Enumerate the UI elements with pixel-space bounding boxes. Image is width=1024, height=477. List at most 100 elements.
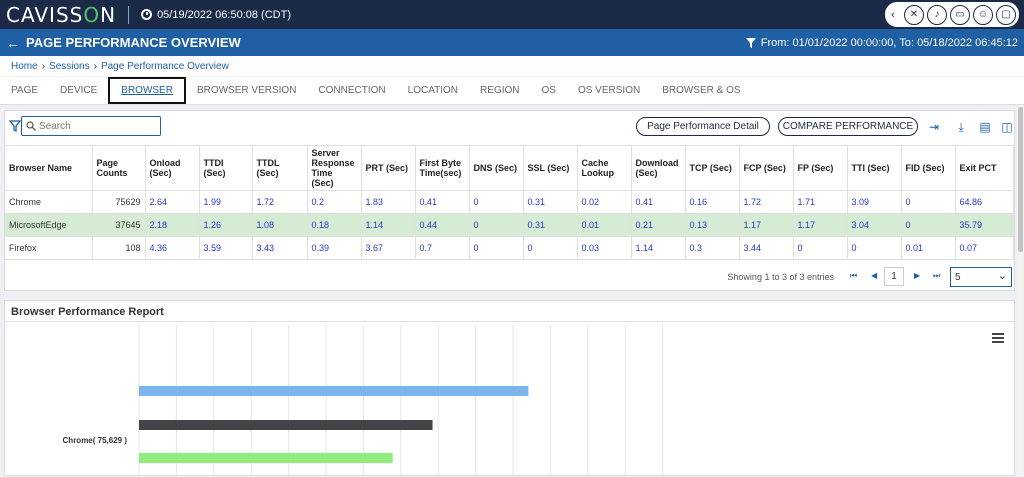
table-cell-link[interactable]: 0.39 [307,236,362,260]
compare-performance-button[interactable]: COMPARE PERFORMANCE [778,117,918,136]
scrollbar-thumb[interactable] [1018,107,1023,252]
table-cell-link[interactable]: 0.07 [955,236,1014,260]
table-cell-link[interactable]: 3.44 [739,236,794,260]
tab-device[interactable]: DEVICE [60,85,98,96]
column-header[interactable]: Server Response Time (Sec) [307,145,362,191]
tab-page[interactable]: PAGE [11,85,39,96]
bell-icon[interactable]: ♪ [927,4,947,25]
table-cell-link[interactable]: 1.72 [739,190,794,214]
table-cell-link[interactable]: 0 [847,236,902,260]
column-header[interactable]: DNS (Sec) [469,145,524,191]
table-cell-link[interactable]: 0.13 [685,213,740,237]
column-header[interactable]: PRT (Sec) [361,145,416,191]
column-header[interactable]: First Byte Time(sec) [415,145,470,191]
table-cell-link[interactable]: 1.14 [361,213,416,237]
next-page-icon[interactable]: ▶ [914,271,921,280]
table-cell-link[interactable]: 0 [469,236,524,260]
table-cell-link[interactable]: 0 [469,190,524,214]
chart-menu-icon[interactable] [992,333,1004,343]
current-page[interactable]: 1 [884,267,904,286]
table-cell-link[interactable]: 3.43 [252,236,308,260]
table-cell-link[interactable]: 0.01 [577,213,632,237]
breadcrumb-current[interactable]: Page Performance Overview [100,60,229,72]
table-cell-link[interactable]: 0.01 [901,236,956,260]
export-icon[interactable]: ⇥ [928,120,940,134]
columns-icon[interactable]: ◫ [1001,120,1013,134]
column-header[interactable]: Browser Name [5,145,93,191]
table-cell-link[interactable]: 3.59 [199,236,253,260]
search-input[interactable] [39,120,149,132]
table-cell-link[interactable]: 0 [469,213,524,237]
table-cell-link[interactable]: 0.31 [523,213,578,237]
table-cell-link[interactable]: 1.26 [199,213,253,237]
table-row-selected[interactable]: MicrosoftEdge 37645 2.18 1.26 1.08 0.18 … [5,213,1014,237]
breadcrumb-home[interactable]: Home [11,60,38,72]
bar-series-2[interactable] [139,420,433,430]
table-cell-link[interactable]: 0 [523,236,578,260]
table-cell-link[interactable]: 0.16 [685,190,740,214]
column-header[interactable]: Cache Lookup [577,145,632,191]
column-header[interactable]: SSL (Sec) [523,145,578,191]
table-cell-link[interactable]: 1.72 [252,190,308,214]
column-header[interactable]: FCP (Sec) [739,145,794,191]
table-cell-link[interactable]: 2.18 [145,213,200,237]
tab-os[interactable]: OS [541,85,556,96]
table-cell-link[interactable]: 1.71 [793,190,848,214]
table-cell-link[interactable]: 3.67 [361,236,416,260]
table-cell-link[interactable]: 0.2 [307,190,362,214]
scrollbar[interactable] [1017,105,1024,476]
table-cell-link[interactable]: 2.64 [145,190,200,214]
monitor-icon[interactable]: ▢ [996,4,1016,25]
prev-page-icon[interactable]: ◀ [871,271,878,280]
tab-region[interactable]: REGION [480,85,520,96]
table-cell-link[interactable]: 0.21 [631,213,686,237]
table-cell-link[interactable]: 0.44 [415,213,470,237]
table-cell-link[interactable]: 1.17 [739,213,794,237]
table-cell-link[interactable]: 4.36 [145,236,200,260]
table-cell-link[interactable]: 0.41 [415,190,470,214]
column-header[interactable]: TTDL (Sec) [252,145,308,191]
table-cell-link[interactable]: 0 [793,236,848,260]
column-header[interactable]: TCP (Sec) [685,145,740,191]
table-cell-link[interactable]: 0 [901,190,956,214]
table-cell-link[interactable]: 0 [901,213,956,237]
download-icon[interactable]: ⤓ [958,119,964,134]
table-cell-link[interactable]: 0.41 [631,190,686,214]
table-cell-link[interactable]: 0.7 [415,236,470,260]
back-arrow-icon[interactable]: ← [6,34,20,51]
table-cell-link[interactable]: 0.31 [523,190,578,214]
tools-icon[interactable]: ✕ [904,4,924,25]
table-cell-link[interactable]: 35.79 [955,213,1014,237]
table-cell-link[interactable]: 1.83 [361,190,416,214]
column-header[interactable]: FP (Sec) [793,145,848,191]
bar-series-1[interactable] [139,386,529,396]
table-row[interactable]: Firefox 108 4.36 3.59 3.43 0.39 3.67 0.7… [5,236,1014,260]
table-cell-link[interactable]: 3.09 [847,190,902,214]
bar-series-3[interactable] [139,453,393,463]
breadcrumb-sessions[interactable]: Sessions [49,60,90,72]
tab-connection[interactable]: CONNECTION [318,85,386,96]
column-header[interactable]: TTI (Sec) [847,145,902,191]
table-cell-link[interactable]: 1.14 [631,236,686,260]
table-cell-link[interactable]: 0.18 [307,213,362,237]
table-cell-link[interactable]: 3.04 [847,213,902,237]
column-header[interactable]: Onload (Sec) [145,145,200,191]
user-icon[interactable]: ☺ [973,4,993,25]
report-icon[interactable]: ▤ [979,120,991,134]
column-header[interactable]: Page Counts [92,145,146,191]
table-cell-link[interactable]: 0.3 [685,236,740,260]
table-cell-link[interactable]: 1.99 [199,190,253,214]
table-cell-link[interactable]: 0.02 [577,190,632,214]
tab-browser-version[interactable]: BROWSER VERSION [196,85,297,96]
filter-icon[interactable] [9,120,21,132]
table-cell-link[interactable]: 0.03 [577,236,632,260]
first-page-icon[interactable]: ⏮ [850,271,858,280]
window-icon[interactable]: ▭ [950,4,970,25]
date-range[interactable]: From: 01/01/2022 00:00:00, To: 05/18/202… [745,37,1018,49]
table-cell-link[interactable]: 1.08 [252,213,308,237]
column-header[interactable]: TTDI (Sec) [199,145,253,191]
tab-location[interactable]: LOCATION [407,85,459,96]
table-cell-link[interactable]: 1.17 [793,213,848,237]
column-header[interactable]: Exit PCT [955,145,1014,191]
last-page-icon[interactable]: ⏭ [933,271,941,280]
